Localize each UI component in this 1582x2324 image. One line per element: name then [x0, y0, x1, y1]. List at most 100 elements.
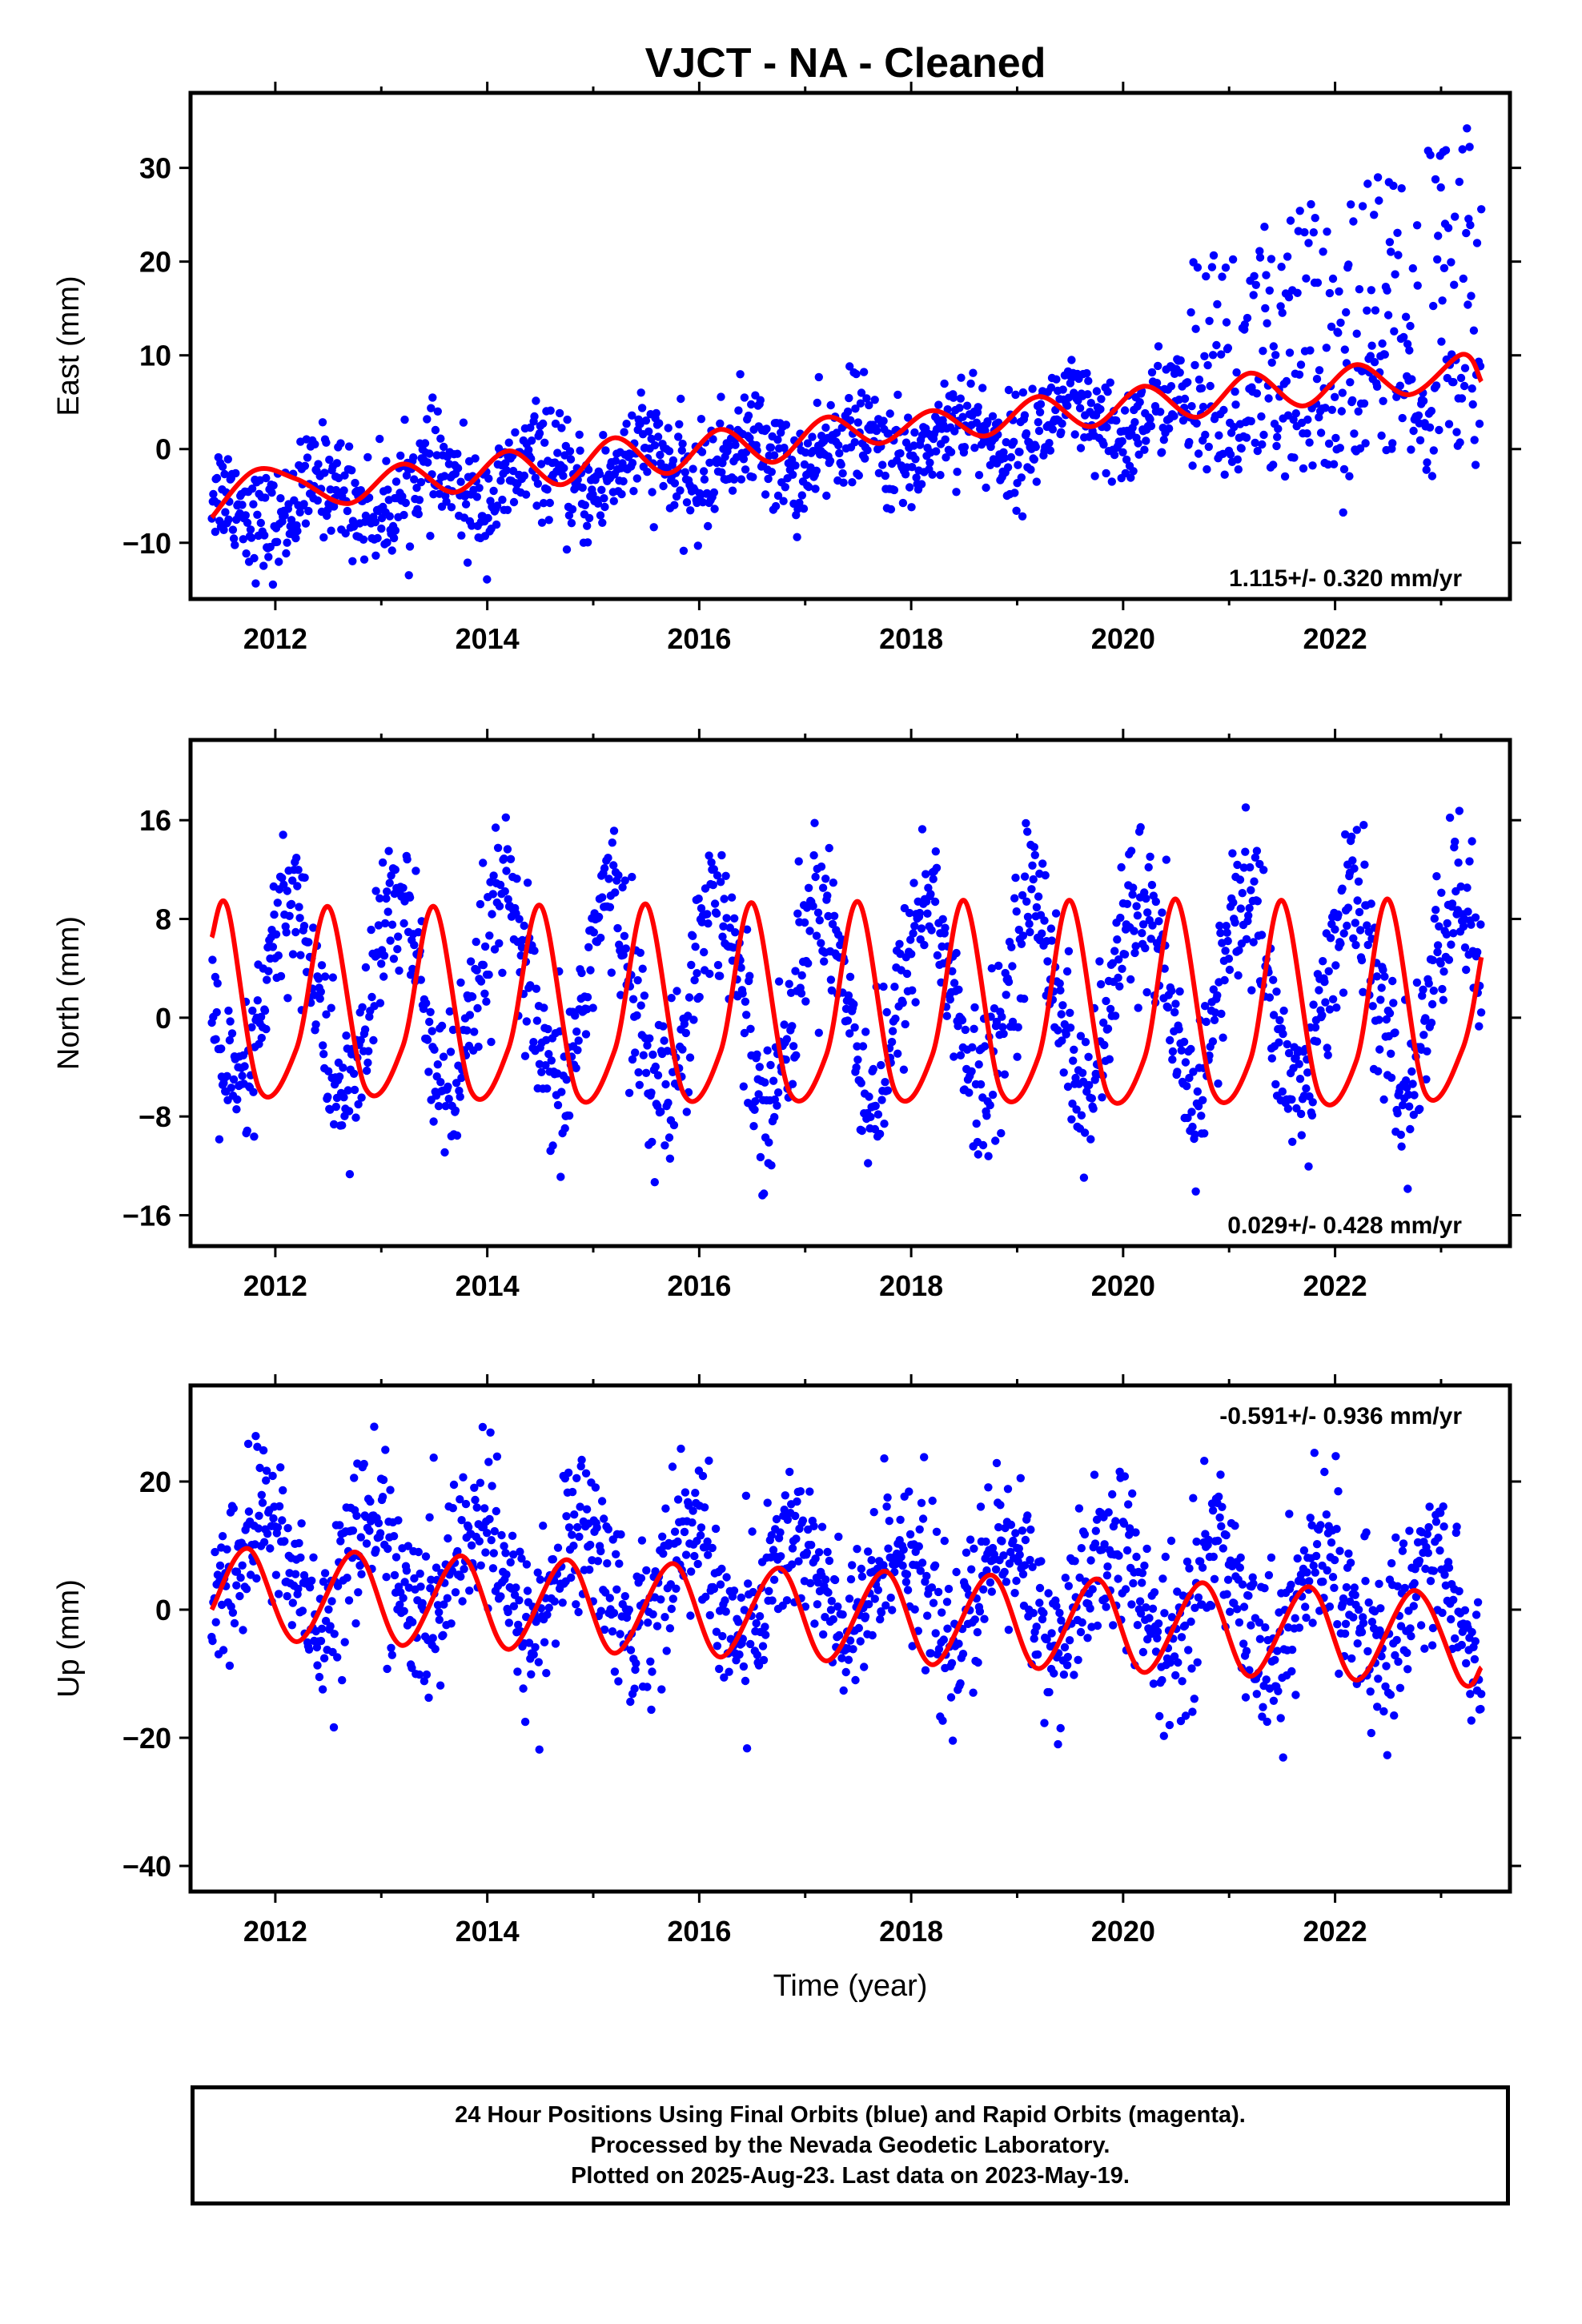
data-point [804, 959, 813, 968]
data-point [1350, 429, 1359, 438]
data-point [948, 1736, 958, 1745]
data-point [934, 1587, 943, 1597]
data-point [636, 1001, 645, 1010]
data-point [291, 1570, 300, 1578]
data-point [870, 1594, 880, 1603]
data-point [498, 495, 507, 505]
data-point [364, 1047, 373, 1055]
data-point [223, 1545, 231, 1554]
data-point [541, 1061, 550, 1070]
data-point [709, 1584, 719, 1594]
data-point [1327, 405, 1337, 414]
data-point [416, 1569, 424, 1578]
data-point [471, 454, 480, 463]
data-point [1250, 877, 1259, 886]
data-point [452, 1131, 462, 1140]
data-point [621, 944, 630, 953]
data-point [1334, 910, 1343, 919]
data-point [424, 1693, 433, 1703]
data-point [589, 928, 598, 937]
data-point [1339, 508, 1347, 517]
data-point [813, 398, 821, 408]
data-point [856, 1637, 865, 1646]
data-point [285, 911, 294, 921]
data-point [711, 1524, 721, 1534]
data-point [1325, 288, 1335, 298]
data-point [359, 535, 368, 544]
data-point [431, 1645, 440, 1654]
data-point [1215, 1492, 1223, 1502]
data-point [598, 518, 607, 527]
data-point [1032, 903, 1042, 912]
data-point [1344, 1549, 1353, 1558]
data-point [908, 986, 917, 995]
data-point [1328, 274, 1338, 283]
data-point [324, 1605, 333, 1614]
data-point [958, 412, 967, 421]
data-point [1203, 464, 1211, 474]
data-point [273, 1523, 283, 1532]
data-point [1078, 1068, 1087, 1078]
data-point [626, 1646, 636, 1655]
data-point [910, 428, 919, 437]
data-point [1023, 827, 1032, 836]
footer-line-1: 24 Hour Positions Using Final Orbits (bl… [455, 2102, 1246, 2128]
data-point [741, 465, 750, 474]
data-point [1103, 1562, 1112, 1571]
data-point [942, 453, 950, 462]
data-point [279, 880, 288, 889]
data-point [1242, 1647, 1251, 1655]
data-point [1147, 368, 1157, 377]
data-point [1348, 856, 1357, 865]
data-point [609, 1609, 619, 1618]
data-point [766, 443, 776, 452]
data-point [283, 887, 291, 895]
data-point [1096, 979, 1106, 989]
data-point [615, 1559, 624, 1568]
data-point [580, 501, 589, 509]
data-point [1189, 1068, 1198, 1076]
data-point [1012, 1576, 1021, 1586]
data-point [322, 1010, 331, 1019]
data-point [1452, 1522, 1461, 1531]
footer-box: 24 Hour Positions Using Final Orbits (bl… [191, 2085, 1510, 2205]
data-point [950, 1052, 958, 1061]
data-point [656, 1595, 665, 1604]
data-point [246, 525, 255, 534]
data-point [946, 448, 956, 456]
data-point [939, 1635, 949, 1644]
data-point [232, 1581, 241, 1590]
data-point [789, 470, 797, 479]
data-point [301, 519, 311, 528]
data-point [739, 455, 749, 464]
data-point [1100, 1040, 1109, 1050]
data-point [335, 1072, 344, 1081]
data-point [866, 1112, 875, 1122]
data-point [877, 1096, 886, 1104]
data-point [1037, 1557, 1046, 1566]
data-point [1299, 464, 1308, 473]
data-point [920, 940, 929, 950]
data-point [512, 1583, 520, 1592]
data-point [1166, 1659, 1175, 1667]
data-point [484, 1458, 493, 1466]
data-point [523, 1586, 532, 1595]
data-point [1406, 1624, 1415, 1633]
data-point [1271, 351, 1280, 360]
data-point [283, 994, 292, 1003]
data-point [1104, 1508, 1113, 1517]
data-point [763, 1498, 772, 1507]
data-point [557, 424, 566, 432]
data-point [577, 1455, 586, 1465]
data-point [991, 1565, 1001, 1574]
data-point [1114, 1551, 1123, 1560]
data-point [1109, 1621, 1118, 1630]
data-point [471, 1495, 480, 1505]
data-point [809, 447, 817, 456]
data-point [503, 505, 512, 514]
data-point [742, 1011, 751, 1019]
data-point [1080, 1530, 1090, 1539]
data-point [652, 1622, 662, 1630]
data-point [519, 1684, 528, 1693]
data-point [704, 919, 713, 928]
